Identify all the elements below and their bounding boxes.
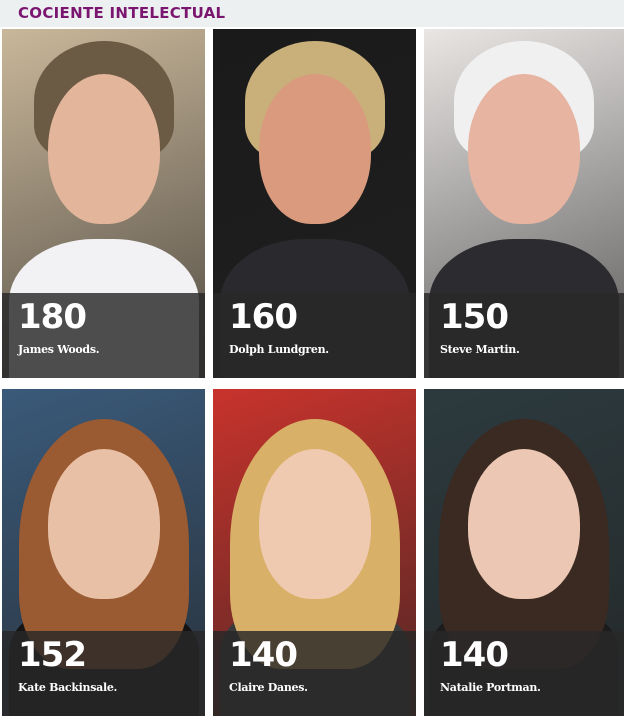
portrait-card: 152 Kate Backinsale. (2, 389, 205, 716)
person-name: Steve Martin. (440, 343, 520, 356)
face (258, 449, 371, 599)
face (468, 74, 580, 224)
person-name: Natalie Portman. (440, 681, 541, 694)
person-name: James Woods. (18, 343, 100, 356)
score-band: 140 Natalie Portman. (424, 631, 624, 716)
score-band: 160 Dolph Lundgren. (213, 293, 416, 378)
portrait-card: 150 Steve Martin. (424, 29, 624, 378)
face (468, 449, 580, 599)
portrait-card: 140 Claire Danes. (213, 389, 416, 716)
person-name: Kate Backinsale. (18, 681, 118, 694)
iq-score: 140 (229, 635, 298, 675)
portrait-card: 140 Natalie Portman. (424, 389, 624, 716)
iq-score: 140 (440, 635, 509, 675)
portrait-photo (213, 389, 416, 716)
face (258, 74, 371, 224)
iq-score: 180 (18, 297, 87, 337)
iq-score: 150 (440, 297, 509, 337)
portrait-card: 180 James Woods. (2, 29, 205, 378)
person-name: Claire Danes. (229, 681, 308, 694)
face (47, 74, 160, 224)
score-band: 140 Claire Danes. (213, 631, 416, 716)
person-name: Dolph Lundgren. (229, 343, 329, 356)
face (47, 449, 160, 599)
score-band: 150 Steve Martin. (424, 293, 624, 378)
score-band: 152 Kate Backinsale. (2, 631, 205, 716)
iq-score: 160 (229, 297, 298, 337)
page-title: COCIENTE INTELECTUAL (18, 4, 226, 22)
header-bar: COCIENTE INTELECTUAL (0, 0, 624, 27)
iq-score: 152 (18, 635, 87, 675)
score-band: 180 James Woods. (2, 293, 205, 378)
portrait-card: 160 Dolph Lundgren. (213, 29, 416, 378)
